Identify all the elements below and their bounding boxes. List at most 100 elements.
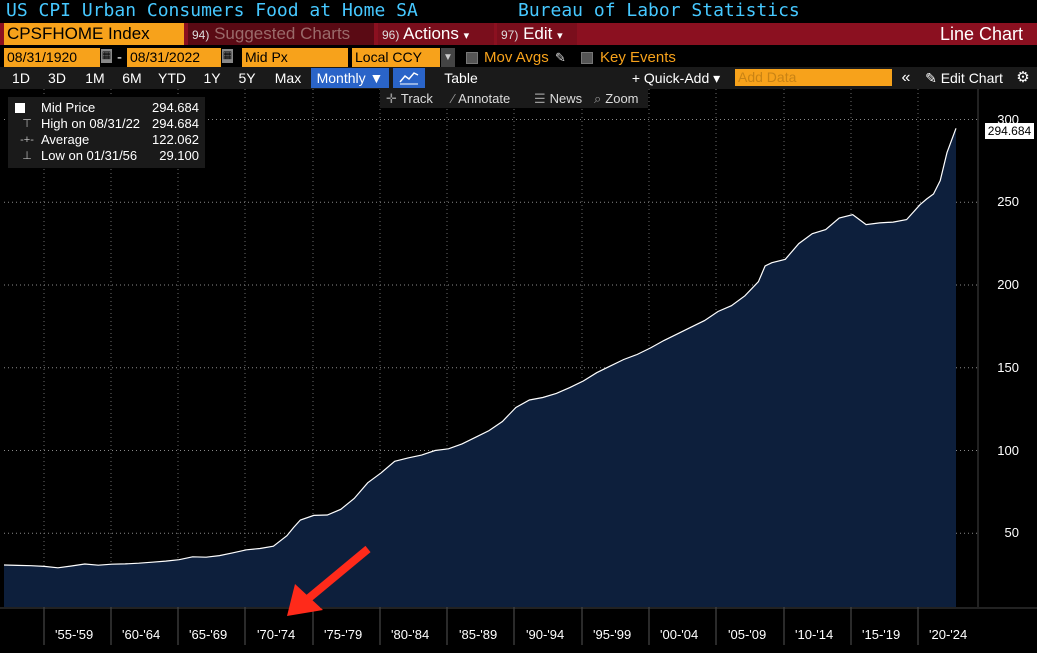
x-tick-label: '05-'09 [728, 627, 767, 642]
collapse-icon[interactable]: « [896, 68, 916, 88]
annotation-arrow-shaft [306, 545, 371, 602]
range-5y-button[interactable]: 5Y [230, 68, 264, 88]
x-tick-label: '60-'64 [122, 627, 161, 642]
average-marker-icon: -+- [20, 134, 34, 146]
legend-series-label: Mid Price [41, 100, 96, 115]
legend-low-label: Low on 01/31/56 [41, 148, 138, 163]
mov-avgs-label: Mov Avgs [484, 49, 549, 66]
pencil-icon: ✎ [925, 70, 937, 86]
legend-high-label: High on 08/31/22 [41, 116, 141, 131]
x-tick-label: '00-'04 [660, 627, 699, 642]
y-tick-label: 250 [997, 194, 1019, 210]
add-data-input[interactable]: Add Data [735, 69, 892, 86]
quick-add-button[interactable]: + Quick-Add ▾ [626, 68, 726, 88]
range-1d-button[interactable]: 1D [4, 68, 38, 88]
chart-type-label: Line Chart [939, 24, 1023, 44]
frequency-dropdown[interactable]: Monthly ▼ [311, 68, 389, 88]
chart-plot[interactable] [0, 89, 1037, 653]
track-tool[interactable]: ✛ Track [386, 89, 433, 108]
annotation-arrow [287, 545, 371, 616]
annotation-arrow-head [287, 584, 323, 616]
legend-series-row[interactable]: Mid Price 294.684 [8, 100, 205, 116]
gridlines [0, 89, 1037, 645]
suggested-charts-button[interactable]: 94) Suggested Charts [188, 23, 374, 45]
series-line [3, 128, 957, 569]
y-tick-label: 150 [997, 359, 1019, 375]
chevron-down-icon: ▾ [463, 30, 470, 42]
edit-label: Edit [523, 24, 553, 43]
range-1m-button[interactable]: 1M [76, 68, 114, 88]
calendar-icon[interactable]: ▦ [222, 49, 233, 63]
legend-average-row: -+- Average 122.062 [8, 132, 205, 148]
legend-series-value: 294.684 [152, 100, 199, 115]
legend-panel: Mid Price 294.684 ⊤ High on 08/31/22 294… [8, 97, 205, 168]
y-tick-label: 100 [997, 442, 1019, 458]
annotate-icon: ∕ [452, 91, 455, 106]
chevron-down-icon[interactable]: ▼ [441, 48, 455, 67]
data-source: Bureau of Labor Statistics [518, 0, 800, 21]
legend-low-value: 29.100 [159, 148, 199, 163]
x-tick-label: '75-'79 [324, 627, 363, 642]
edit-number: 97) [501, 28, 519, 42]
end-date-field[interactable]: 08/31/2022 [127, 48, 221, 67]
x-tick-label: '65-'69 [189, 627, 228, 642]
last-price-label: 294.684 [985, 123, 1034, 139]
y-tick-label: 50 [1004, 525, 1019, 541]
x-tick-label: '15-'19 [862, 627, 901, 642]
key-events-checkbox[interactable] [581, 52, 593, 64]
chevron-down-icon: ▾ [557, 30, 563, 42]
suggested-charts-label: Suggested Charts [214, 24, 351, 43]
crosshair-icon: ✛ [386, 91, 397, 106]
range-max-button[interactable]: Max [266, 68, 310, 88]
news-tool[interactable]: ☰ News [534, 89, 582, 108]
y-tick-label: 200 [997, 277, 1019, 292]
x-tick-label: '70-'74 [257, 627, 296, 642]
ticker-field[interactable]: CPSFHOME Index [4, 23, 184, 45]
line-chart-icon[interactable] [393, 68, 425, 88]
range-6m-button[interactable]: 6M [116, 68, 148, 88]
series-area [4, 128, 956, 608]
news-icon: ☰ [534, 91, 546, 106]
range-1y-button[interactable]: 1Y [196, 68, 228, 88]
annotate-tool[interactable]: ∕ Annotate [452, 89, 510, 108]
zoom-label: Zoom [605, 91, 639, 106]
key-events-label: Key Events [600, 49, 676, 66]
track-label: Track [400, 91, 433, 106]
table-button[interactable]: Table [432, 68, 490, 88]
gear-icon[interactable]: ⚙ [1013, 68, 1033, 88]
range-ytd-button[interactable]: YTD [150, 68, 194, 88]
actions-menu-button[interactable]: 96) Actions ▾ [378, 23, 494, 45]
legend-low-row: ⊥ Low on 01/31/56 29.100 [8, 148, 205, 164]
x-tick-label: '55-'59 [55, 627, 94, 642]
calendar-icon[interactable]: ▦ [101, 49, 112, 63]
currency-selector[interactable]: Local CCY [352, 48, 440, 67]
date-separator: - [117, 49, 122, 66]
price-field-selector[interactable]: Mid Px [242, 48, 348, 67]
high-marker-icon: ⊤ [22, 118, 32, 130]
magnifier-icon: ⌕ [594, 91, 602, 106]
x-tick-label: '80-'84 [391, 627, 430, 642]
suggested-charts-number: 94) [192, 28, 210, 42]
mov-avgs-checkbox[interactable] [466, 52, 478, 64]
start-date-field[interactable]: 08/31/1920 [4, 48, 100, 67]
actions-label: Actions [403, 24, 459, 43]
zoom-tool[interactable]: ⌕ Zoom [594, 89, 639, 108]
x-tick-label: '20-'24 [929, 627, 968, 642]
annotate-label: Annotate [458, 91, 511, 106]
legend-average-value: 122.062 [152, 132, 199, 147]
security-title: US CPI Urban Consumers Food at Home SA [6, 0, 418, 21]
pencil-icon[interactable]: ✎ [555, 50, 566, 65]
edit-menu-button[interactable]: 97) Edit ▾ [497, 23, 577, 45]
low-marker-icon: ⊥ [22, 150, 32, 162]
edit-chart-button[interactable]: ✎ Edit Chart [920, 68, 1008, 88]
y-tick-label: 300 [997, 111, 1019, 127]
series-color-swatch [15, 103, 25, 113]
x-tick-label: '95-'99 [593, 627, 632, 642]
legend-average-label: Average [41, 132, 90, 147]
title-bar [0, 0, 1037, 22]
edit-chart-label: Edit Chart [940, 70, 1003, 86]
x-tick-label: '90-'94 [526, 627, 565, 642]
x-tick-label: '10-'14 [795, 627, 834, 642]
range-3d-button[interactable]: 3D [40, 68, 74, 88]
legend-high-row: ⊤ High on 08/31/22 294.684 [8, 116, 205, 132]
